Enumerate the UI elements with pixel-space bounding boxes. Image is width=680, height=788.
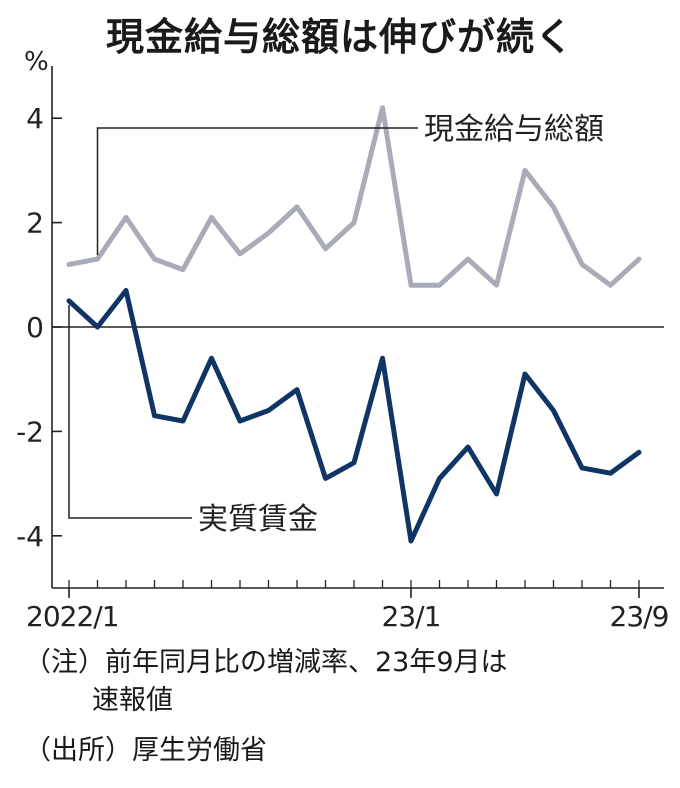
y-tick-label: 4: [26, 102, 44, 135]
series-line-2: [66, 288, 642, 544]
legend-label-1: 現金給与総額: [424, 112, 604, 147]
legend-label-2: 実質賃金: [198, 502, 318, 537]
note-line-1: （注）前年同月比の増減率、23年9月は: [24, 647, 508, 678]
x-tick-label: 23/9: [610, 600, 669, 633]
chart-title: 現金給与総額は伸びが続く: [105, 15, 574, 59]
y-unit-label: %: [24, 47, 49, 77]
y-tick-label: -4: [16, 520, 44, 553]
x-tick-label: 2022/1: [26, 600, 119, 633]
y-tick-label: 0: [26, 311, 44, 344]
callout-line-2: [68, 304, 192, 519]
note-line-2: 速報値: [92, 685, 173, 716]
source-note: （出所）厚生労働省: [24, 735, 267, 766]
callout-line-1: [96, 127, 418, 256]
y-tick-label: 2: [26, 207, 44, 240]
y-tick-label: -2: [16, 415, 44, 448]
x-tick-label: 23/1: [382, 600, 441, 633]
